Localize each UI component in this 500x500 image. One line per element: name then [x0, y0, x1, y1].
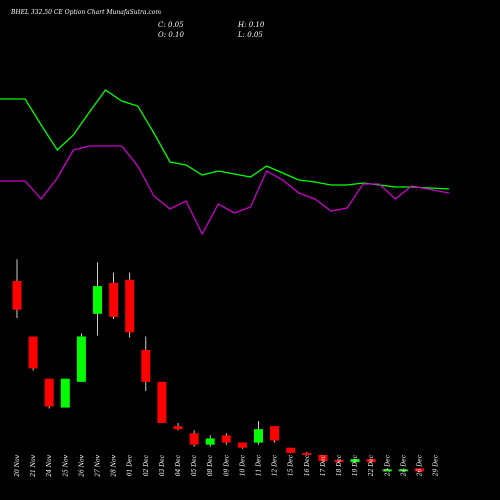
- x-tick-label: 11 Dec: [256, 454, 263, 476]
- candle-down: [334, 460, 344, 463]
- x-tick-label: 01 Dec: [127, 454, 134, 476]
- x-tick-label: 28 Nov: [111, 454, 118, 477]
- candle-layer: [12, 259, 424, 472]
- candle-up: [382, 469, 392, 472]
- x-tick-label: 23 Dec: [384, 454, 391, 477]
- x-tick-label: 26 Nov: [78, 454, 85, 477]
- candle-down: [415, 468, 424, 472]
- candle-down: [189, 433, 199, 445]
- candle-up: [76, 336, 86, 382]
- x-tick-label: 05 Dec: [191, 454, 198, 476]
- open-value: O: 0.10: [158, 31, 184, 39]
- x-tick-label: 08 Dec: [207, 454, 214, 476]
- x-tick-label: 18 Dec: [336, 454, 343, 476]
- candle-down: [173, 426, 183, 430]
- candle-down: [141, 349, 151, 382]
- candle-down: [125, 279, 135, 333]
- candle-down: [12, 280, 22, 310]
- candle-up: [60, 378, 70, 408]
- candle-up: [398, 469, 408, 472]
- x-tick-label: 02 Dec: [143, 454, 150, 476]
- candle-down: [109, 282, 119, 317]
- candle-down: [237, 442, 247, 448]
- close-value: C: 0.05: [158, 21, 184, 29]
- candle-down: [44, 378, 54, 407]
- candle-down: [302, 452, 312, 455]
- x-tick-label: 22 Dec: [368, 454, 375, 477]
- candle-up: [350, 459, 360, 463]
- candle-down: [366, 459, 376, 463]
- x-tick-label: 10 Dec: [239, 454, 246, 476]
- x-tick-label: 17 Dec: [320, 454, 327, 476]
- x-tick-label: 19 Dec: [352, 454, 359, 476]
- candle-up: [254, 429, 263, 443]
- x-tick-label: 25 Nov: [62, 454, 69, 477]
- x-tick-label: 24 Dec: [400, 454, 407, 477]
- x-tick-label: 29 Dec: [433, 454, 440, 477]
- candle-up: [205, 438, 215, 445]
- x-tick-label: 09 Dec: [223, 454, 230, 476]
- series-line-2: [0, 145, 450, 236]
- x-tick-label: 03 Dec: [159, 454, 166, 476]
- x-tick-label: 21 Nov: [30, 454, 37, 477]
- chart-title: BHEL 332.50 CE Option Chart MunafaSutra.…: [11, 9, 162, 16]
- x-tick-label: 20 Nov: [14, 454, 21, 477]
- candle-down: [157, 381, 167, 424]
- x-tick-label: 27 Nov: [95, 454, 102, 477]
- line-layer: [0, 89, 450, 236]
- x-tick-label: 26 Dec: [417, 454, 424, 477]
- candle-down: [270, 426, 280, 441]
- x-tick-label: 15 Dec: [288, 454, 295, 476]
- candle-down: [221, 435, 231, 443]
- series-line-1: [0, 89, 450, 190]
- candle-down: [28, 336, 38, 369]
- x-tick-label: 12 Dec: [272, 454, 279, 476]
- x-tick-label: 24 Nov: [46, 454, 53, 477]
- x-axis-labels: 20 Nov 21 Nov 24 Nov 25 Nov 26 Nov 27 Nov 28 N…: [14, 454, 440, 477]
- candle-up: [93, 286, 102, 314]
- high-value: H: 0.10: [238, 21, 265, 29]
- candle-down: [318, 454, 328, 462]
- candle-down: [286, 447, 296, 453]
- x-tick-label: 16 Dec: [304, 454, 311, 476]
- low-value: L: 0.05: [238, 31, 263, 39]
- x-tick-label: 04 Dec: [175, 454, 182, 476]
